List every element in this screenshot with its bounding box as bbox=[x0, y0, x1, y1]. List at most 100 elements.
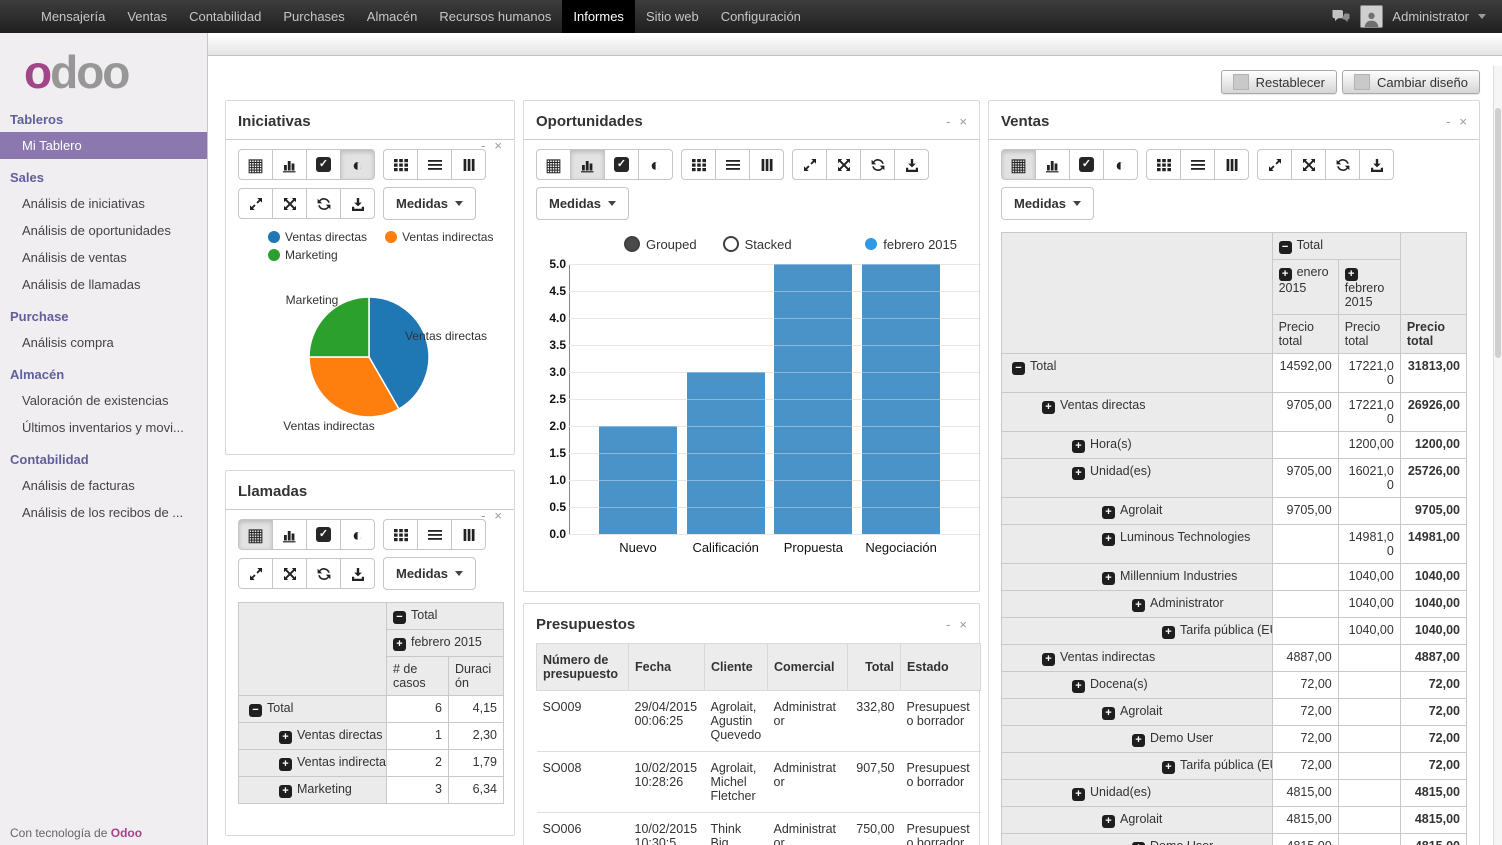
table-view-button[interactable]: ▦ bbox=[1001, 149, 1036, 180]
pivot-col-period[interactable]: +febrero 2015 bbox=[1337, 259, 1401, 315]
justify-view-button[interactable] bbox=[417, 519, 452, 550]
collapse-icon[interactable]: − bbox=[1278, 241, 1292, 254]
download-view-button[interactable] bbox=[894, 149, 929, 180]
columns-view-button[interactable] bbox=[749, 149, 784, 180]
th-grid-view-button[interactable] bbox=[383, 519, 418, 550]
expand-view-button[interactable] bbox=[238, 188, 273, 219]
bar-chart-view-button[interactable] bbox=[272, 519, 307, 550]
expand-icon[interactable]: + bbox=[1344, 268, 1358, 281]
column-header-comercial[interactable]: Comercial bbox=[767, 643, 848, 691]
th-grid-view-button[interactable] bbox=[1146, 149, 1181, 180]
expand-icon[interactable]: + bbox=[1072, 788, 1085, 801]
bar-chart-view-button[interactable] bbox=[570, 149, 605, 180]
download-view-button[interactable] bbox=[1359, 149, 1394, 180]
expand-icon[interactable]: + bbox=[1042, 401, 1055, 414]
expand-icon[interactable]: + bbox=[1072, 467, 1085, 480]
sidebar-item-analisis-de-llamadas[interactable]: Análisis de llamadas bbox=[22, 277, 141, 292]
pivot-row-label[interactable]: +Demo User bbox=[1001, 725, 1273, 753]
nav-item-mensajeria[interactable]: Mensajería bbox=[41, 9, 106, 24]
expand-icon[interactable]: + bbox=[1042, 653, 1055, 666]
expand-view-button[interactable] bbox=[1257, 149, 1292, 180]
sidebar-item-valoracion-de-existencias[interactable]: Valoración de existencias bbox=[22, 393, 169, 408]
bar-propuesta[interactable] bbox=[774, 264, 853, 534]
sidebar-item-analisis-de-facturas[interactable]: Análisis de facturas bbox=[22, 478, 135, 493]
expand-icon[interactable]: + bbox=[1072, 440, 1085, 453]
arrows-view-button[interactable] bbox=[272, 558, 307, 589]
legend-item[interactable]: Ventas directas bbox=[268, 230, 367, 244]
minimize-widget-button[interactable]: - bbox=[1446, 114, 1451, 129]
expand-view-button[interactable] bbox=[238, 558, 273, 589]
expand-icon[interactable]: + bbox=[1072, 680, 1085, 693]
table-view-button[interactable]: ▦ bbox=[536, 149, 571, 180]
refresh-view-button[interactable] bbox=[306, 558, 341, 589]
expand-icon[interactable]: + bbox=[1102, 707, 1115, 720]
expand-view-button[interactable] bbox=[792, 149, 827, 180]
collapse-icon[interactable]: − bbox=[249, 704, 262, 717]
pivot-row-label[interactable]: +Demo User bbox=[1001, 833, 1273, 845]
th-grid-view-button[interactable] bbox=[681, 149, 716, 180]
sidebar-item-mi-tablero[interactable]: Mi Tablero bbox=[0, 132, 207, 159]
pivot-row-label[interactable]: +Tarifa pública (EUR) bbox=[1001, 617, 1273, 645]
measures-button[interactable]: Medidas bbox=[383, 187, 477, 220]
pivot-row-label[interactable]: + Agrolait bbox=[1001, 698, 1273, 726]
pivot-row-label[interactable]: + Unidad(es) bbox=[1001, 458, 1273, 498]
table-view-button[interactable]: ▦ bbox=[238, 149, 273, 180]
messages-icon[interactable] bbox=[1331, 9, 1351, 24]
expand-icon[interactable]: + bbox=[1162, 626, 1175, 639]
download-view-button[interactable] bbox=[340, 558, 375, 589]
justify-view-button[interactable] bbox=[417, 149, 452, 180]
column-header-total[interactable]: Total bbox=[847, 643, 901, 691]
close-widget-button[interactable]: × bbox=[959, 617, 967, 632]
expand-icon[interactable]: + bbox=[1132, 599, 1145, 612]
expand-icon[interactable]: + bbox=[279, 731, 292, 744]
expand-icon[interactable]: + bbox=[279, 758, 292, 771]
minimize-widget-button[interactable]: - bbox=[481, 138, 486, 153]
bar-nuevo[interactable] bbox=[599, 426, 677, 534]
expand-icon[interactable]: + bbox=[1132, 734, 1145, 747]
contrast-view-button[interactable]: ◐ bbox=[340, 519, 375, 550]
pivot-col-total[interactable]: − Total bbox=[386, 602, 504, 630]
table-view-button[interactable]: ▦ bbox=[238, 519, 273, 550]
table-row[interactable]: SO009 29/04/2015 00:06:25 Agrolait, Agusti… bbox=[536, 690, 981, 752]
pivot-col-total[interactable]: − Total bbox=[1271, 232, 1401, 260]
expand-icon[interactable]: + bbox=[393, 638, 406, 651]
stacked-radio[interactable]: Stacked bbox=[722, 236, 792, 252]
pivot-row-label[interactable]: + Millennium Industries bbox=[1001, 563, 1273, 591]
pie-slice-ventas-directas[interactable] bbox=[368, 297, 429, 411]
refresh-view-button[interactable] bbox=[306, 188, 341, 219]
arrows-view-button[interactable] bbox=[1291, 149, 1326, 180]
nav-item-contabilidad[interactable]: Contabilidad bbox=[189, 9, 262, 24]
series-legend[interactable]: febrero 2015 bbox=[865, 237, 957, 252]
check-square-view-button[interactable]: ✓ bbox=[604, 149, 639, 180]
pivot-row-label[interactable]: + Unidad(es) bbox=[1001, 779, 1273, 807]
column-header-cliente[interactable]: Cliente bbox=[704, 643, 768, 691]
bar-chart-view-button[interactable] bbox=[272, 149, 307, 180]
pivot-row-label[interactable]: + Ventas indirectas bbox=[1001, 644, 1273, 672]
pivot-row-label[interactable]: + Ventas directas bbox=[238, 722, 387, 750]
pivot-row-label[interactable]: + Luminous Technologies bbox=[1001, 524, 1273, 564]
table-row[interactable]: SO008 10/02/2015 10:28:26 Agrolait, Michel… bbox=[536, 751, 981, 813]
th-grid-view-button[interactable] bbox=[383, 149, 418, 180]
nav-item-ventas[interactable]: Ventas bbox=[127, 9, 168, 24]
pivot-row-label[interactable]: − Total bbox=[1001, 353, 1273, 393]
pivot-row-label[interactable]: + Ventas indirectas bbox=[238, 749, 387, 777]
nav-item-sitio-web[interactable]: Sitio web bbox=[645, 9, 699, 24]
justify-view-button[interactable] bbox=[715, 149, 750, 180]
pivot-row-label[interactable]: + Marketing bbox=[238, 776, 387, 804]
refresh-view-button[interactable] bbox=[860, 149, 895, 180]
justify-view-button[interactable] bbox=[1180, 149, 1215, 180]
arrows-view-button[interactable] bbox=[272, 188, 307, 219]
scrollbar-thumb[interactable] bbox=[1495, 108, 1501, 358]
check-square-view-button[interactable]: ✓ bbox=[306, 149, 341, 180]
legend-item[interactable]: Marketing bbox=[268, 248, 338, 262]
column-header-fecha[interactable]: Fecha bbox=[628, 643, 705, 691]
sidebar-item-analisis-compra[interactable]: Análisis compra bbox=[22, 335, 114, 350]
bar-calificacion[interactable] bbox=[686, 372, 765, 534]
odoo-brand-link[interactable]: Odoo bbox=[110, 826, 143, 840]
expand-icon[interactable]: + bbox=[1102, 533, 1115, 546]
user-menu[interactable]: Administrator bbox=[1392, 9, 1469, 24]
columns-view-button[interactable] bbox=[1214, 149, 1249, 180]
pivot-row-label[interactable]: + Docena(s) bbox=[1001, 671, 1273, 699]
nav-item-almacen[interactable]: Almacén bbox=[366, 9, 418, 24]
vertical-scrollbar[interactable] bbox=[1493, 66, 1502, 845]
